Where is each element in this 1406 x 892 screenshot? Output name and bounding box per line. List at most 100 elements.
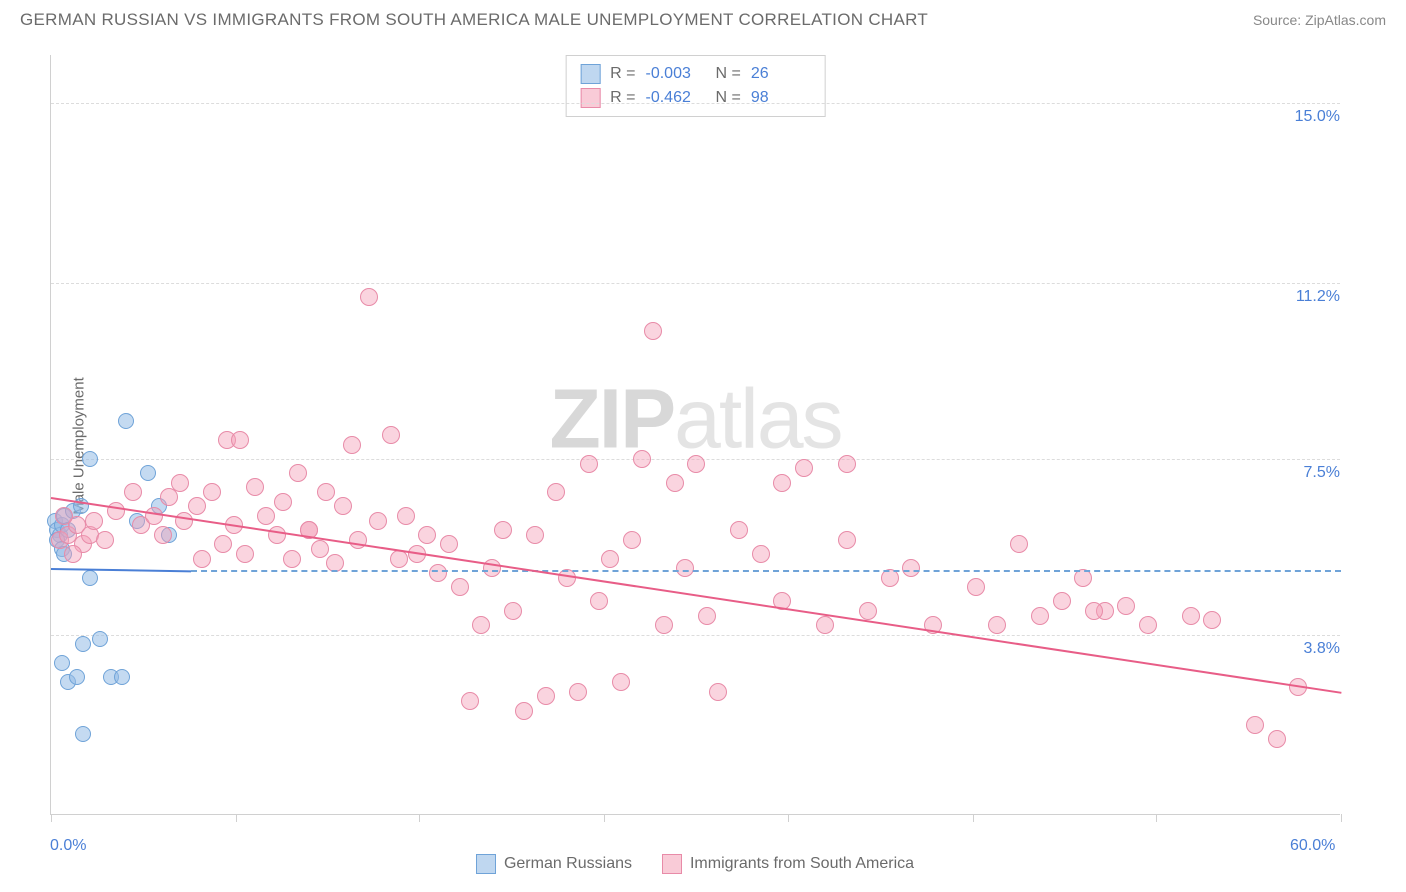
scatter-point	[1085, 602, 1103, 620]
y-tick-label: 15.0%	[1280, 108, 1340, 126]
scatter-point	[54, 655, 70, 671]
y-tick-label: 11.2%	[1280, 288, 1340, 306]
scatter-point	[515, 702, 533, 720]
scatter-point	[175, 512, 193, 530]
scatter-point	[118, 413, 134, 429]
scatter-point	[773, 474, 791, 492]
scatter-point	[289, 464, 307, 482]
x-tick-mark	[236, 814, 237, 822]
chart-plot-area: ZIPatlas R = -0.003 N = 26 R = -0.462 N = 98	[50, 55, 1340, 815]
legend-swatch	[476, 854, 496, 874]
grid-line	[51, 635, 1340, 636]
x-max-label: 60.0%	[1290, 837, 1335, 855]
scatter-point	[429, 564, 447, 582]
legend-label: German Russians	[504, 855, 632, 873]
scatter-point	[859, 602, 877, 620]
trend-line	[191, 570, 1341, 572]
scatter-point	[214, 535, 232, 553]
scatter-point	[569, 683, 587, 701]
stat-r-value: -0.462	[646, 89, 706, 107]
stat-r-value: -0.003	[646, 65, 706, 83]
scatter-point	[55, 507, 73, 525]
legend-label: Immigrants from South America	[690, 855, 914, 873]
scatter-point	[283, 550, 301, 568]
legend-swatch	[580, 88, 600, 108]
scatter-point	[96, 531, 114, 549]
scatter-point	[171, 474, 189, 492]
scatter-point	[92, 631, 108, 647]
scatter-point	[902, 559, 920, 577]
scatter-point	[666, 474, 684, 492]
scatter-point	[82, 570, 98, 586]
stat-n-label: N =	[716, 89, 741, 107]
legend-item: German Russians	[476, 854, 632, 874]
x-tick-mark	[788, 814, 789, 822]
scatter-point	[698, 607, 716, 625]
scatter-point	[124, 483, 142, 501]
grid-line	[51, 103, 1340, 104]
scatter-point	[1139, 616, 1157, 634]
grid-line	[51, 283, 1340, 284]
scatter-point	[709, 683, 727, 701]
stat-n-label: N =	[716, 65, 741, 83]
scatter-point	[547, 483, 565, 501]
scatter-point	[1031, 607, 1049, 625]
scatter-point	[687, 455, 705, 473]
scatter-point	[676, 559, 694, 577]
scatter-point	[145, 507, 163, 525]
scatter-point	[1053, 592, 1071, 610]
scatter-point	[188, 497, 206, 515]
x-tick-mark	[51, 814, 52, 822]
scatter-point	[418, 526, 436, 544]
scatter-point	[64, 545, 82, 563]
bottom-legend: German Russians Immigrants from South Ame…	[50, 854, 1340, 874]
scatter-point	[623, 531, 641, 549]
scatter-point	[343, 436, 361, 454]
scatter-point	[397, 507, 415, 525]
scatter-point	[274, 493, 292, 511]
stats-legend-box: R = -0.003 N = 26 R = -0.462 N = 98	[565, 55, 826, 117]
scatter-point	[580, 455, 598, 473]
scatter-point	[317, 483, 335, 501]
scatter-point	[236, 545, 254, 563]
scatter-point	[633, 450, 651, 468]
scatter-point	[360, 288, 378, 306]
x-tick-mark	[419, 814, 420, 822]
scatter-point	[730, 521, 748, 539]
scatter-point	[75, 636, 91, 652]
scatter-point	[816, 616, 834, 634]
scatter-point	[107, 502, 125, 520]
scatter-point	[1182, 607, 1200, 625]
scatter-point	[1246, 716, 1264, 734]
scatter-point	[369, 512, 387, 530]
scatter-point	[472, 616, 490, 634]
stat-r-label: R =	[610, 89, 635, 107]
scatter-point	[752, 545, 770, 563]
scatter-point	[231, 431, 249, 449]
scatter-point	[504, 602, 522, 620]
scatter-point	[1203, 611, 1221, 629]
scatter-point	[69, 669, 85, 685]
source-attribution: Source: ZipAtlas.com	[1253, 12, 1386, 28]
scatter-point	[838, 455, 856, 473]
scatter-point	[644, 322, 662, 340]
stat-n-value: 98	[751, 89, 811, 107]
stat-r-label: R =	[610, 65, 635, 83]
trend-line	[51, 568, 191, 572]
scatter-point	[268, 526, 286, 544]
trend-line	[51, 497, 1341, 694]
watermark-logo: ZIPatlas	[549, 371, 841, 468]
scatter-point	[440, 535, 458, 553]
scatter-point	[1010, 535, 1028, 553]
scatter-point	[988, 616, 1006, 634]
x-tick-mark	[1156, 814, 1157, 822]
scatter-point	[257, 507, 275, 525]
scatter-point	[601, 550, 619, 568]
legend-swatch	[580, 64, 600, 84]
scatter-point	[203, 483, 221, 501]
stat-n-value: 26	[751, 65, 811, 83]
x-min-label: 0.0%	[50, 837, 86, 855]
chart-title: GERMAN RUSSIAN VS IMMIGRANTS FROM SOUTH …	[20, 10, 928, 30]
legend-item: Immigrants from South America	[662, 854, 914, 874]
scatter-point	[838, 531, 856, 549]
